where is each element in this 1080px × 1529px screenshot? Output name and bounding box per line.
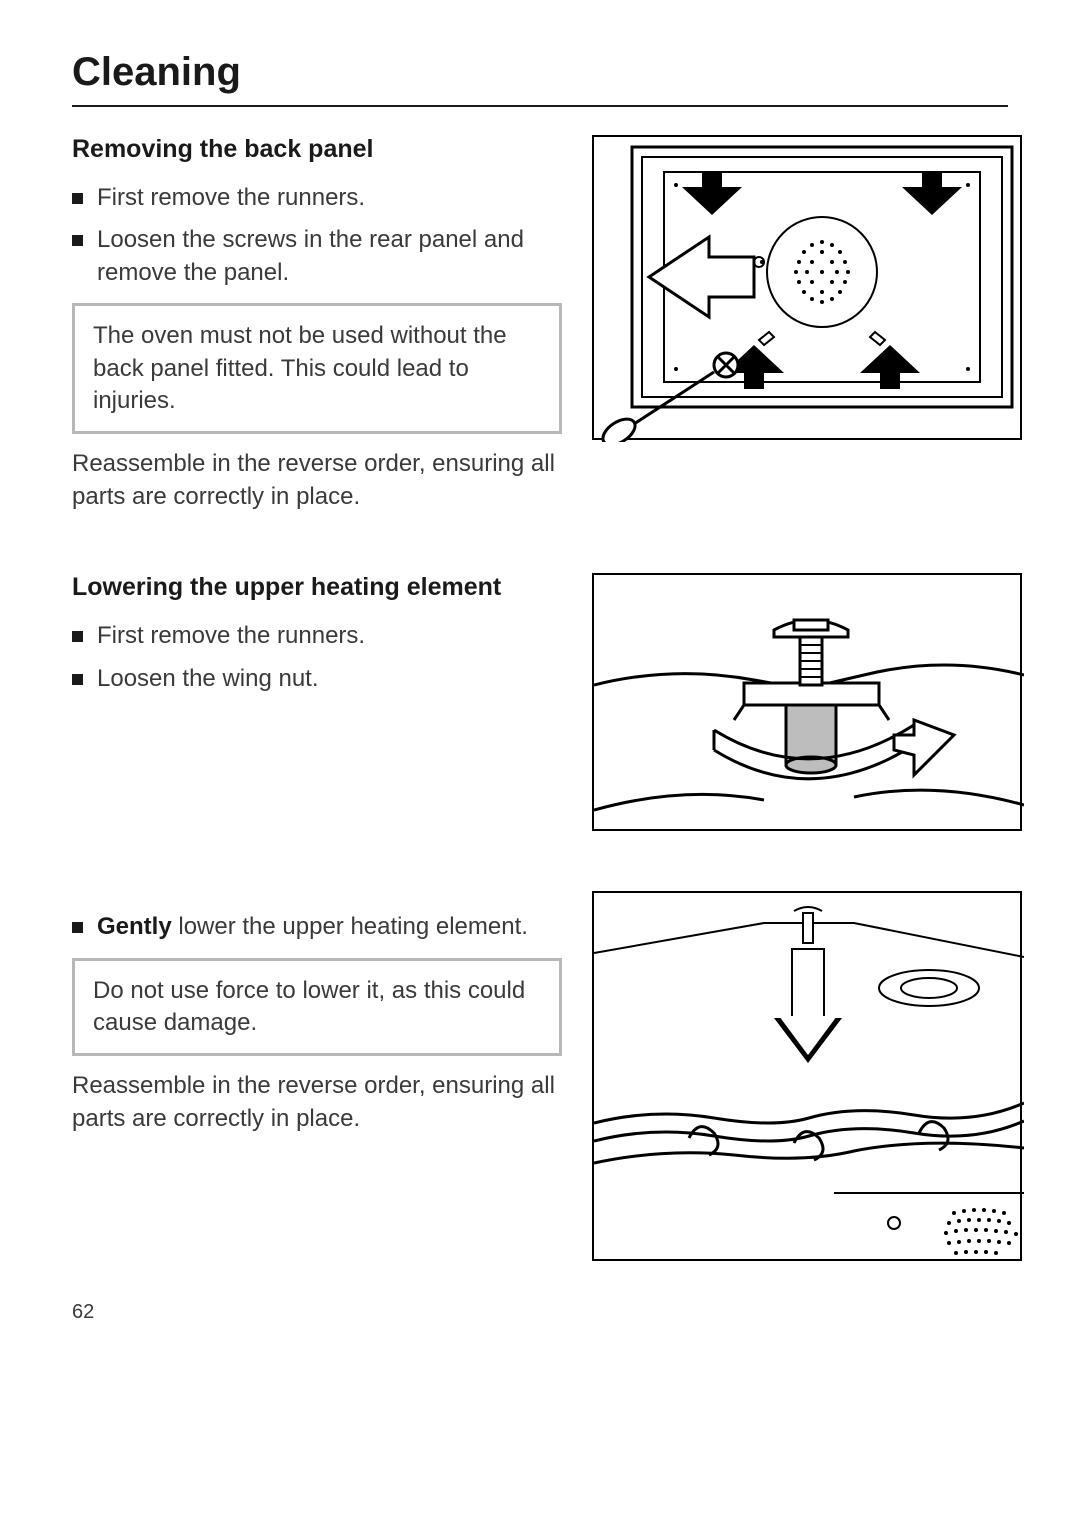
wing-nut-illustration (592, 573, 1022, 831)
square-bullet-icon (72, 922, 83, 933)
text-column: Removing the back panel First remove the… (72, 135, 562, 513)
list-text: First remove the runners. (97, 620, 365, 652)
list-item: First remove the runners. (72, 182, 562, 214)
paragraph: Reassemble in the reverse order, ensurin… (72, 448, 562, 513)
list-text: Loosen the screws in the rear panel and … (97, 224, 562, 289)
warning-box: Do not use force to lower it, as this co… (72, 958, 562, 1057)
bold-word: Gently (97, 913, 172, 940)
section-lower-element: Gently lower the upper heating element. … (72, 891, 1008, 1261)
square-bullet-icon (72, 193, 83, 204)
page-number: 62 (72, 1301, 1008, 1324)
illustration-column (592, 135, 1022, 513)
section-heading: Removing the back panel (72, 135, 562, 164)
manual-page: Cleaning Removing the back panel First r… (0, 0, 1080, 1354)
square-bullet-icon (72, 631, 83, 642)
rest-text: lower the upper heating element. (172, 913, 528, 940)
list-text: Loosen the wing nut. (97, 663, 319, 695)
text-column: Gently lower the upper heating element. … (72, 891, 562, 1261)
list-item: First remove the runners. (72, 620, 562, 652)
lower-element-illustration (592, 891, 1022, 1261)
paragraph: Reassemble in the reverse order, ensurin… (72, 1070, 562, 1135)
list-item: Loosen the wing nut. (72, 663, 562, 695)
page-title: Cleaning (72, 50, 1008, 95)
bullet-list: First remove the runners. Loosen the scr… (72, 182, 562, 289)
square-bullet-icon (72, 674, 83, 685)
list-item: Loosen the screws in the rear panel and … (72, 224, 562, 289)
back-panel-illustration (592, 135, 1022, 440)
bullet-list: Gently lower the upper heating element. (72, 911, 562, 943)
warning-box: The oven must not be used without the ba… (72, 303, 562, 434)
illustration-column (592, 573, 1022, 831)
list-text: First remove the runners. (97, 182, 365, 214)
title-rule (72, 105, 1008, 107)
section-back-panel: Removing the back panel First remove the… (72, 135, 1008, 513)
list-text: Gently lower the upper heating element. (97, 911, 528, 943)
bullet-list: First remove the runners. Loosen the win… (72, 620, 562, 695)
text-column: Lowering the upper heating element First… (72, 573, 562, 831)
section-wing-nut: Lowering the upper heating element First… (72, 573, 1008, 831)
square-bullet-icon (72, 235, 83, 246)
list-item: Gently lower the upper heating element. (72, 911, 562, 943)
illustration-column (592, 891, 1022, 1261)
section-heading: Lowering the upper heating element (72, 573, 562, 602)
